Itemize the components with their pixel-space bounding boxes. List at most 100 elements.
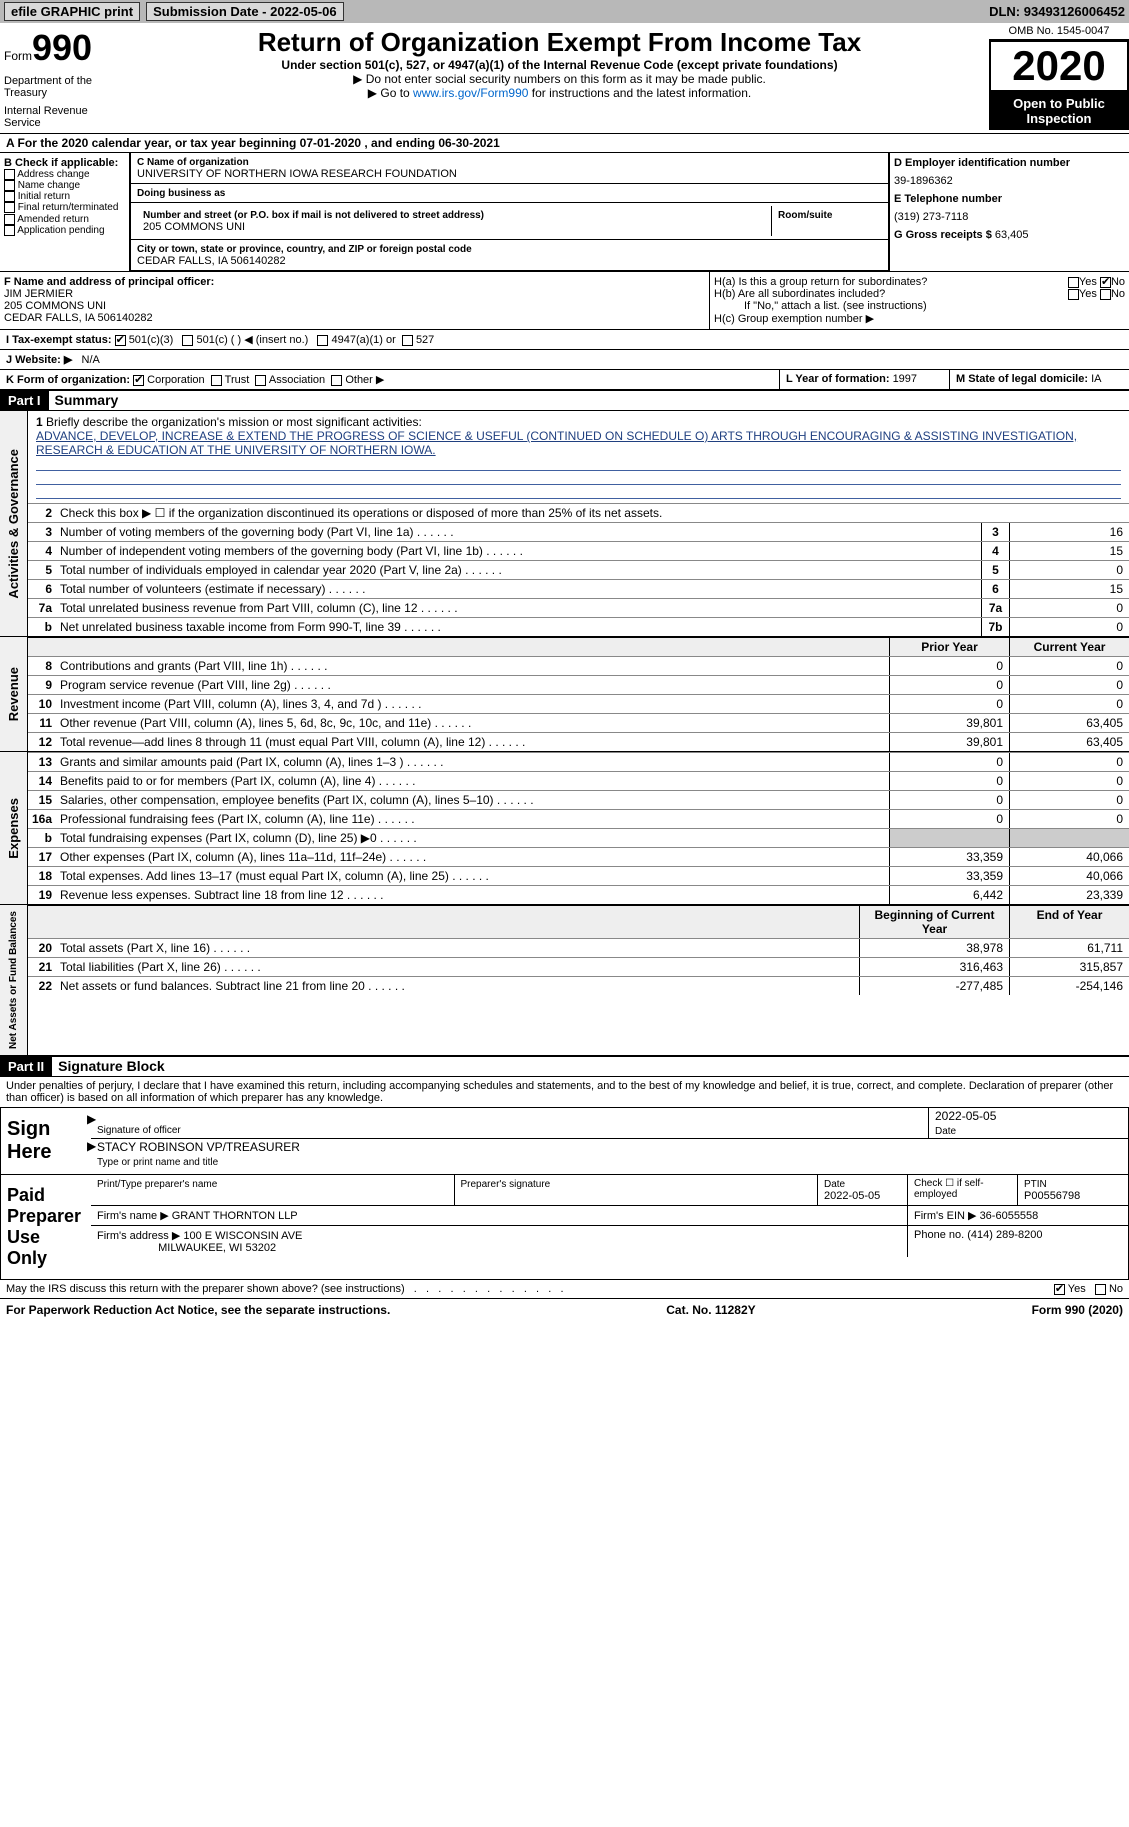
ein: 39-1896362 — [894, 169, 1125, 193]
firm-ein: 36-6055558 — [980, 1210, 1039, 1222]
may-irs-discuss: May the IRS discuss this return with the… — [0, 1280, 1129, 1299]
section-f: F Name and address of principal officer:… — [0, 272, 709, 329]
cb-amended[interactable]: Amended return — [4, 214, 125, 225]
address-box: Number and street (or P.O. box if mail i… — [130, 203, 889, 240]
officer-typed-name: STACY ROBINSON VP/TREASURER — [97, 1140, 300, 1154]
page-footer: For Paperwork Reduction Act Notice, see … — [0, 1299, 1129, 1321]
street-address: 205 COMMONS UNI — [143, 221, 245, 233]
table-row: 17Other expenses (Part IX, column (A), l… — [28, 847, 1129, 866]
form-title: Return of Organization Exempt From Incom… — [134, 27, 985, 58]
section-l: L Year of formation: 1997 — [779, 370, 949, 389]
city-state-zip: CEDAR FALLS, IA 506140282 — [137, 255, 286, 267]
cb-501c[interactable] — [182, 335, 193, 346]
subtitle: Under section 501(c), 527, or 4947(a)(1)… — [134, 58, 985, 72]
governance-section: Activities & Governance 1 Briefly descri… — [0, 411, 1129, 637]
mission-text: ADVANCE, DEVELOP, INCREASE & EXTEND THE … — [36, 429, 1077, 457]
h-a: H(a) Is this a group return for subordin… — [714, 276, 1125, 288]
cb-501c3[interactable] — [115, 335, 126, 346]
part1-header: Part ISummary — [0, 390, 1129, 411]
paid-preparer-block: Paid Preparer Use Only Print/Type prepar… — [0, 1175, 1129, 1280]
netassets-section: Net Assets or Fund Balances Beginning of… — [0, 905, 1129, 1056]
info-grid: B Check if applicable: Address change Na… — [0, 153, 1129, 272]
governance-label: Activities & Governance — [4, 443, 23, 605]
cb-address-change[interactable]: Address change — [4, 169, 125, 180]
dept-irs: Internal Revenue Service — [4, 105, 126, 129]
table-row: 9Program service revenue (Part VIII, lin… — [28, 675, 1129, 694]
section-b-header: B Check if applicable: — [4, 157, 125, 169]
prior-current-header: Prior YearCurrent Year — [28, 637, 1129, 656]
cb-4947[interactable] — [317, 335, 328, 346]
perjury-declaration: Under penalties of perjury, I declare th… — [0, 1077, 1129, 1107]
table-row: 14Benefits paid to or for members (Part … — [28, 771, 1129, 790]
cb-final-return[interactable]: Final return/terminated — [4, 202, 125, 213]
revenue-section: Revenue Prior YearCurrent Year 8Contribu… — [0, 637, 1129, 752]
table-row: 16aProfessional fundraising fees (Part I… — [28, 809, 1129, 828]
part2-header: Part IISignature Block — [0, 1056, 1129, 1077]
org-name-box: C Name of organization UNIVERSITY OF NOR… — [130, 153, 889, 184]
cb-irs-no[interactable] — [1095, 1284, 1106, 1295]
cb-initial-return[interactable]: Initial return — [4, 191, 125, 202]
prep-date: 2022-05-05 — [824, 1190, 880, 1202]
ein-label: D Employer identification number — [894, 157, 1125, 169]
netassets-label: Net Assets or Fund Balances — [6, 905, 21, 1055]
gross-receipts: G Gross receipts $ 63,405 — [894, 229, 1125, 241]
form-header: Form990 Department of the Treasury Inter… — [0, 23, 1129, 134]
sign-here-label: Sign Here — [1, 1108, 91, 1174]
telephone: (319) 273-7118 — [894, 205, 1125, 229]
mission-block: 1 Briefly describe the organization's mi… — [28, 411, 1129, 503]
h-c: H(c) Group exemption number ▶ — [714, 312, 1125, 325]
city-box: City or town, state or province, country… — [130, 240, 889, 271]
form-footer: Form 990 (2020) — [1032, 1303, 1123, 1317]
table-row: 15Salaries, other compensation, employee… — [28, 790, 1129, 809]
cb-app-pending[interactable]: Application pending — [4, 225, 125, 236]
paperwork-notice: For Paperwork Reduction Act Notice, see … — [6, 1303, 390, 1317]
warning-ssn: ▶ Do not enter social security numbers o… — [134, 72, 985, 86]
table-row: 21Total liabilities (Part X, line 26)316… — [28, 957, 1129, 976]
section-c: C Name of organization UNIVERSITY OF NOR… — [130, 153, 889, 271]
period-line: A For the 2020 calendar year, or tax yea… — [0, 134, 1129, 153]
irs-link[interactable]: www.irs.gov/Form990 — [413, 86, 528, 100]
form-number: 990 — [32, 27, 92, 68]
form-id-block: Form990 Department of the Treasury Inter… — [0, 23, 130, 133]
title-block: Return of Organization Exempt From Incom… — [130, 23, 989, 133]
cb-corp[interactable] — [133, 375, 144, 386]
table-row: 19Revenue less expenses. Subtract line 1… — [28, 885, 1129, 904]
table-row: 18Total expenses. Add lines 13–17 (must … — [28, 866, 1129, 885]
gov-row: 7aTotal unrelated business revenue from … — [28, 598, 1129, 617]
begin-end-header: Beginning of Current YearEnd of Year — [28, 905, 1129, 938]
year-box: OMB No. 1545-0047 2020 Open to Public In… — [989, 23, 1129, 133]
section-h: H(a) Is this a group return for subordin… — [709, 272, 1129, 329]
h-b: H(b) Are all subordinates included? Yes … — [714, 288, 1125, 300]
omb-number: OMB No. 1545-0047 — [989, 23, 1129, 40]
table-row: 22Net assets or fund balances. Subtract … — [28, 976, 1129, 995]
self-employed-check[interactable]: Check ☐ if self-employed — [908, 1175, 1018, 1205]
dept-treasury: Department of the Treasury — [4, 75, 126, 99]
section-d: D Employer identification number 39-1896… — [889, 153, 1129, 271]
tax-year: 2020 — [989, 40, 1129, 92]
cb-assoc[interactable] — [255, 375, 266, 386]
gov-row: 4Number of independent voting members of… — [28, 541, 1129, 560]
cb-trust[interactable] — [211, 375, 222, 386]
firm-phone: (414) 289-8200 — [967, 1229, 1042, 1241]
goto-link-line: ▶ Go to www.irs.gov/Form990 for instruct… — [134, 86, 985, 100]
cb-irs-yes[interactable] — [1054, 1284, 1065, 1295]
gov-row: 5Total number of individuals employed in… — [28, 560, 1129, 579]
cb-name-change[interactable]: Name change — [4, 180, 125, 191]
org-name: UNIVERSITY OF NORTHERN IOWA RESEARCH FOU… — [137, 168, 457, 180]
q2-row: 2Check this box ▶ ☐ if the organization … — [28, 503, 1129, 522]
ptin: P00556798 — [1024, 1190, 1080, 1202]
table-row: 10Investment income (Part VIII, column (… — [28, 694, 1129, 713]
gov-row: 6Total number of volunteers (estimate if… — [28, 579, 1129, 598]
section-i: I Tax-exempt status: 501(c)(3) 501(c) ( … — [0, 330, 1129, 350]
dba-box: Doing business as — [130, 184, 889, 203]
cb-other[interactable] — [331, 375, 342, 386]
firm-address: 100 E WISCONSIN AVE — [183, 1230, 302, 1242]
open-inspection: Open to Public Inspection — [989, 92, 1129, 130]
dln: DLN: 93493126006452 — [989, 4, 1125, 19]
table-row: 20Total assets (Part X, line 16)38,97861… — [28, 938, 1129, 957]
cat-no: Cat. No. 11282Y — [666, 1303, 755, 1317]
efile-button[interactable]: efile GRAPHIC print — [4, 2, 140, 21]
cb-527[interactable] — [402, 335, 413, 346]
officer-h-grid: F Name and address of principal officer:… — [0, 272, 1129, 330]
sig-date: 2022-05-05 — [935, 1109, 996, 1123]
